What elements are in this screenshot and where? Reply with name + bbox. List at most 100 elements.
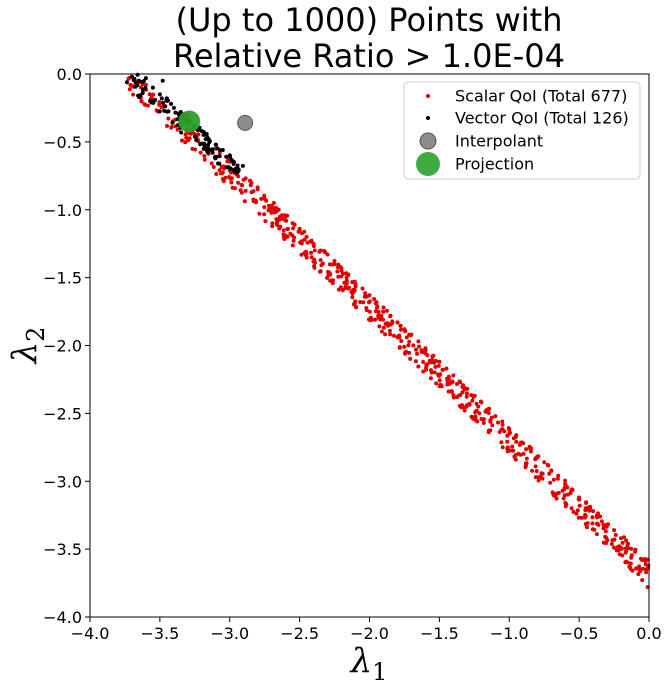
vector-qoi-point: [135, 72, 140, 77]
scalar-qoi-point: [511, 448, 516, 453]
scalar-qoi-point: [238, 188, 243, 193]
scalar-qoi-point: [198, 150, 203, 155]
scalar-qoi-point: [364, 306, 369, 310]
scalar-qoi-point: [590, 527, 595, 532]
scalar-qoi-point: [634, 566, 638, 571]
scalar-qoi-point: [379, 329, 384, 334]
scalar-qoi-point: [583, 506, 588, 511]
scalar-qoi-point: [381, 325, 386, 330]
scalar-qoi-point: [336, 274, 341, 279]
scalar-qoi-point: [292, 222, 297, 227]
scalar-qoi-point: [633, 547, 638, 552]
vector-qoi-point: [194, 138, 199, 142]
scalar-qoi-point: [402, 344, 407, 349]
vector-qoi-point: [170, 120, 175, 125]
scalar-qoi-point: [455, 382, 459, 386]
scalar-qoi-point: [465, 403, 469, 408]
scalar-qoi-point: [230, 185, 235, 190]
scalar-qoi-point: [637, 564, 642, 569]
legend-marker-scalar: [426, 94, 430, 98]
scalar-qoi-point: [638, 569, 643, 574]
vector-qoi-point: [159, 96, 164, 101]
x-axis-label-subscript: 1: [372, 658, 387, 684]
vector-qoi-point: [233, 166, 238, 171]
vector-qoi-point: [148, 99, 153, 103]
scalar-qoi-point: [612, 545, 616, 550]
y-tick-label: −1.5: [43, 269, 82, 288]
scalar-qoi-point: [277, 226, 282, 231]
scalar-qoi-point: [583, 515, 587, 520]
vector-qoi-point: [216, 161, 220, 166]
scalar-qoi-point: [605, 538, 610, 543]
legend-marker-interpolant: [419, 132, 437, 150]
scalar-qoi-point: [576, 497, 581, 502]
scalar-qoi-point: [327, 262, 332, 267]
scalar-qoi-point: [436, 373, 441, 378]
scalar-qoi-point: [488, 419, 493, 424]
scalar-qoi-point: [209, 161, 214, 166]
scalar-qoi-point: [475, 419, 480, 424]
vector-qoi-point: [160, 78, 165, 83]
scalar-qoi-point: [524, 447, 529, 452]
scalar-qoi-point: [353, 284, 358, 289]
scalar-qoi-point: [228, 170, 233, 175]
scalar-qoi-point: [262, 193, 267, 198]
scalar-qoi-point: [403, 350, 408, 355]
scalar-qoi-point: [433, 364, 438, 369]
scalar-qoi-point: [271, 201, 276, 205]
chart-title-line-1: (Up to 1000) Points with: [176, 1, 563, 39]
scalar-qoi-point: [186, 138, 191, 143]
scalar-qoi-point: [533, 464, 538, 469]
scalar-qoi-point: [610, 538, 615, 543]
scalar-qoi-point: [226, 158, 231, 163]
scalar-qoi-point: [259, 196, 264, 201]
vector-qoi-point: [143, 85, 148, 90]
scalar-qoi-point: [461, 405, 466, 410]
scalar-qoi-point: [413, 359, 418, 364]
scalar-qoi-point: [392, 333, 396, 338]
vector-qoi-point: [165, 98, 170, 103]
scalar-qoi-point: [628, 566, 633, 571]
scalar-qoi-point: [595, 515, 600, 520]
scalar-qoi-point: [388, 314, 393, 319]
scalar-qoi-point: [563, 482, 568, 487]
vector-qoi-point: [215, 146, 220, 151]
scalar-qoi-point: [577, 503, 582, 508]
scalar-qoi-point: [556, 473, 561, 478]
scalar-qoi-point: [326, 269, 331, 274]
scalar-qoi-point: [390, 319, 395, 324]
x-axis-label-symbol: λ: [349, 641, 373, 681]
scalar-qoi-point: [275, 223, 280, 227]
x-tick-label: −3.0: [210, 624, 249, 643]
scalar-qoi-point: [547, 471, 552, 476]
scalar-qoi-point: [457, 379, 462, 384]
scalar-qoi-point: [598, 514, 603, 519]
scalar-qoi-point: [562, 487, 567, 492]
vector-qoi-point: [135, 83, 140, 88]
scalar-qoi-point: [642, 557, 647, 561]
scalar-qoi-point: [493, 414, 498, 419]
scalar-qoi-point: [624, 538, 629, 543]
scalar-qoi-point: [625, 542, 630, 547]
vector-qoi-point: [202, 144, 207, 149]
scalar-qoi-point: [386, 323, 390, 328]
vector-qoi-point: [224, 154, 229, 159]
vector-qoi-point: [204, 132, 209, 136]
scalar-qoi-point: [262, 212, 267, 217]
scalar-qoi-point: [536, 454, 541, 459]
scalar-qoi-point: [384, 308, 389, 313]
legend-label-interpolant: Interpolant: [455, 132, 543, 151]
scalar-qoi-point: [236, 180, 241, 185]
scalar-qoi-point: [434, 381, 439, 386]
scalar-qoi-point: [220, 177, 225, 182]
scalar-qoi-point: [576, 515, 581, 520]
scalar-qoi-point: [478, 399, 483, 404]
scalar-qoi-point: [521, 451, 526, 456]
scalar-qoi-point: [428, 376, 433, 381]
scalar-qoi-point: [644, 570, 649, 575]
scalar-qoi-point: [428, 360, 433, 365]
scalar-qoi-point: [358, 300, 363, 304]
scalar-qoi-point: [437, 359, 442, 364]
vector-qoi-point: [157, 109, 162, 114]
scalar-qoi-point: [180, 138, 184, 143]
